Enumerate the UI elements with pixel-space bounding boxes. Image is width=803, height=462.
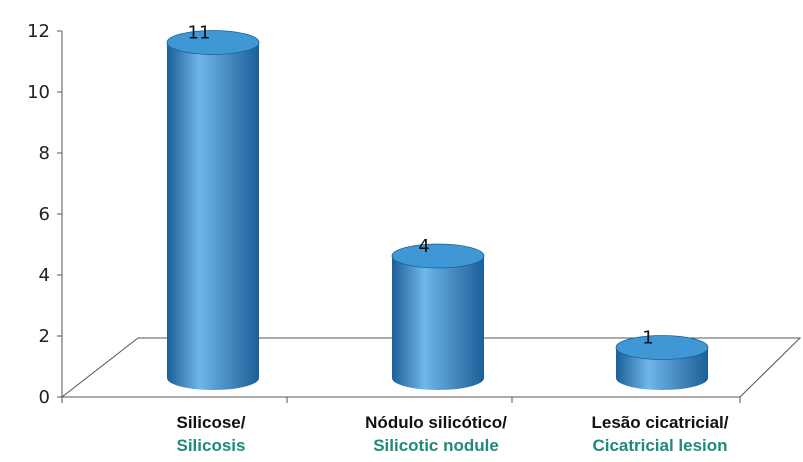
y-tick-label: 10 (27, 82, 50, 103)
category-label-en: Silicosis (177, 436, 246, 455)
y-tick-label: 0 (39, 387, 50, 408)
labels: 11 Silicose/Silicosis 4 Nódulo silicótico/S… (177, 23, 729, 456)
category-label-pt: Lesão cicatricial/ (591, 413, 728, 432)
y-tick-label: 6 (39, 204, 50, 225)
y-tick-label: 12 (27, 21, 50, 42)
y-tick-label: 4 (39, 265, 50, 286)
bar-body (167, 42, 259, 390)
bar (166, 30, 260, 390)
bars (166, 30, 709, 390)
y-tick-label: 8 (39, 143, 50, 164)
category-label-pt: Nódulo silicótico/ (365, 413, 507, 432)
bar (391, 243, 485, 390)
floor-plane (60, 337, 802, 398)
bar-top (391, 243, 485, 269)
category-label-en: Silicotic nodule (373, 436, 499, 455)
category-label-en: Cicatricial lesion (592, 436, 727, 455)
bar-top (166, 30, 260, 55)
bar (615, 335, 709, 390)
data-label: 11 (188, 23, 211, 44)
y-tick-label: 2 (39, 326, 50, 347)
chart-floor (60, 337, 802, 398)
bar-top (615, 335, 709, 360)
y-axis: 0 2 4 6 8 10 12 (27, 21, 741, 408)
data-label: 1 (642, 328, 653, 349)
category-label-pt: Silicose/ (177, 413, 246, 432)
data-label: 4 (418, 236, 429, 257)
bar-body (392, 256, 484, 390)
